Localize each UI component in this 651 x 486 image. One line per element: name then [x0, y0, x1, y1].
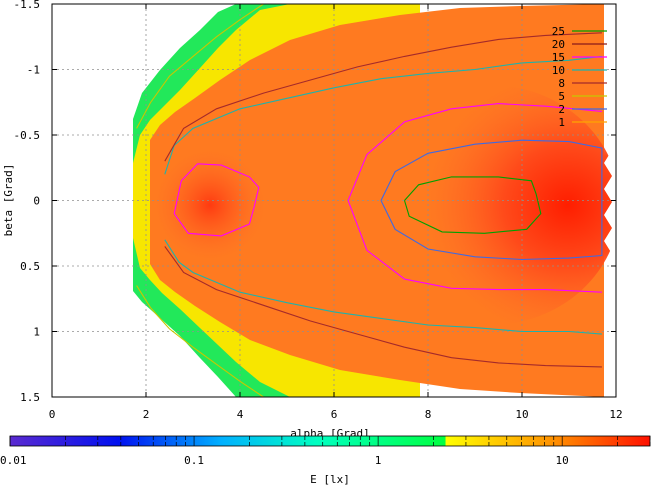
x-tick-label: 4 [237, 408, 244, 421]
y-axis-label: beta [Grad] [2, 164, 15, 237]
contour-line-10 [164, 239, 602, 335]
y-tick-label: 1 [33, 326, 40, 339]
colorbar: 0.01 0.1 1 10 E [lx] [0, 435, 651, 486]
heatmap-field [133, 4, 616, 397]
contour-line-15 [173, 163, 260, 237]
contour-line-25 [403, 176, 542, 234]
legend-label-10: 10 [552, 64, 565, 77]
field-hot-left [155, 150, 265, 260]
x-tick-label: 12 [609, 408, 622, 421]
y-tick-label: -1 [27, 64, 40, 77]
x-tick-label: 2 [143, 408, 150, 421]
legend-label-8: 8 [558, 77, 565, 90]
colorbar-tick-label: 0.1 [184, 454, 204, 467]
colorbar-tick-label: 10 [556, 454, 569, 467]
x-tick-label: 8 [425, 408, 432, 421]
field-hot-core [360, 85, 616, 325]
y-tick-label: -1.5 [14, 0, 41, 11]
legend-label-2: 2 [558, 103, 565, 116]
x-tick-label: 0 [49, 408, 56, 421]
legend-label-15: 15 [552, 51, 565, 64]
colorbar-tick-label: 0.01 [0, 454, 27, 467]
y-tick-label: 1.5 [20, 391, 40, 404]
x-tick-label: 10 [515, 408, 528, 421]
contour-line-15 [347, 103, 602, 201]
x-tick-label: 6 [331, 408, 338, 421]
colorbar-tick-label: 1 [375, 454, 382, 467]
legend-label-1: 1 [558, 116, 565, 129]
contour-line-15 [347, 200, 602, 293]
contour-lines [136, 4, 603, 397]
contour-line-10 [164, 55, 602, 175]
y-tick-label: 0 [33, 195, 40, 208]
colorbar-label: E [lx] [310, 473, 350, 486]
contour-line-8 [164, 32, 602, 162]
y-tick-label: 0.5 [20, 260, 40, 273]
y-tick-label: -0.5 [14, 129, 41, 142]
contour-line-2 [136, 285, 264, 397]
legend-label-5: 5 [558, 90, 565, 103]
field-sawtooth-edge [604, 4, 616, 397]
contour-line-20 [380, 139, 603, 261]
axes: 0 2 4 6 8 10 12-1.5-1-0.500.511.5 [14, 0, 623, 421]
contour-line-2 [136, 4, 264, 129]
legend-label-25: 25 [552, 25, 565, 38]
legend-label-20: 20 [552, 38, 565, 51]
contour-line-8 [164, 246, 602, 368]
